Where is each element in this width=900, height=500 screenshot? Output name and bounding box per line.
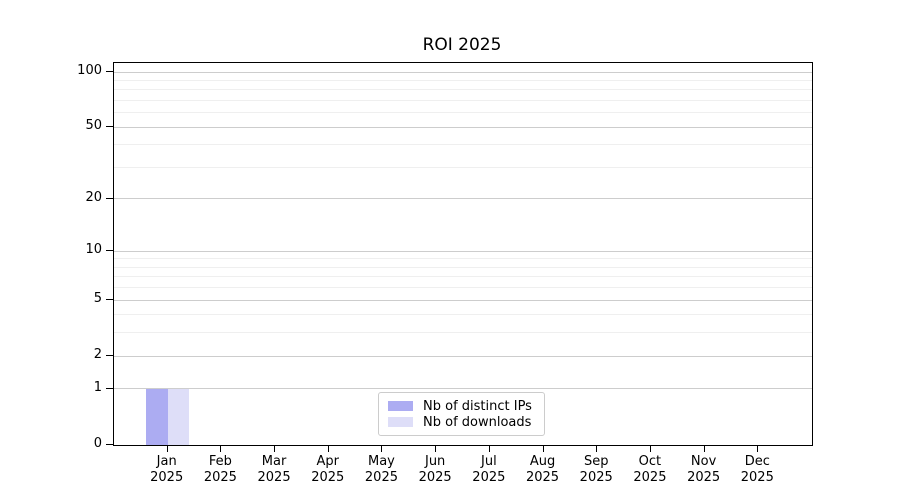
gridline-minor (114, 276, 812, 278)
y-tick-label: 20 (85, 189, 102, 205)
x-tick-mark (435, 445, 437, 452)
x-tick-month: Apr (316, 454, 340, 469)
plot-area (113, 62, 813, 446)
x-tick-year: 2025 (579, 470, 613, 485)
x-tick-mark (381, 445, 383, 452)
x-tick-mark (488, 445, 490, 452)
x-tick-label: Jan 2025 (137, 454, 197, 486)
y-tick-mark (106, 355, 113, 357)
gridline-minor (114, 89, 812, 91)
legend-swatch-icon (388, 401, 413, 411)
y-tick-mark (106, 197, 113, 199)
gridline-major (114, 388, 812, 390)
x-tick-mark (542, 445, 544, 452)
y-tick-label: 0 (93, 436, 102, 451)
x-tick-month: Nov (690, 454, 717, 469)
legend-entry: Nb of distinct IPs (388, 399, 535, 414)
x-tick-label: Jun 2025 (405, 454, 465, 486)
y-tick-label: 50 (85, 118, 102, 134)
gridline-major (114, 250, 812, 252)
x-tick-month: May (368, 454, 395, 469)
y-tick-label: 100 (77, 63, 102, 79)
x-tick-mark (274, 445, 276, 452)
x-tick-mark (166, 445, 168, 452)
x-tick-label: Dec 2025 (727, 454, 787, 486)
x-tick-year: 2025 (472, 470, 506, 485)
gridline-major (114, 71, 812, 73)
gridline-minor (114, 287, 812, 289)
gridline-major (114, 198, 812, 200)
x-tick-year: 2025 (687, 470, 721, 485)
x-tick-label: Nov 2025 (674, 454, 734, 486)
x-tick-label: Oct 2025 (620, 454, 680, 486)
x-tick-year: 2025 (633, 470, 667, 485)
legend-label: Nb of distinct IPs (423, 398, 532, 414)
gridline-major (114, 299, 812, 301)
x-tick-month: Oct (638, 454, 662, 469)
x-tick-year: 2025 (740, 470, 774, 485)
gridline-minor (114, 258, 812, 260)
y-tick-label: 10 (85, 242, 102, 258)
gridline-minor (114, 266, 812, 268)
x-tick-mark (757, 445, 759, 452)
x-tick-label: Mar 2025 (244, 454, 304, 486)
y-tick-mark (106, 250, 113, 252)
x-tick-year: 2025 (418, 470, 452, 485)
gridline-minor (114, 79, 812, 81)
y-tick-label: 1 (93, 379, 102, 395)
x-tick-mark (220, 445, 222, 452)
gridline-minor (114, 144, 812, 146)
x-tick-month: Jan (156, 454, 177, 469)
gridline-minor (114, 112, 812, 114)
x-tick-month: Sep (583, 454, 609, 469)
gridline-minor (114, 314, 812, 316)
x-tick-month: Mar (261, 454, 287, 469)
y-tick-mark (106, 387, 113, 389)
bar-nb-of-distinct-ips-jan (146, 388, 168, 445)
x-tick-year: 2025 (257, 470, 291, 485)
gridline-minor (114, 100, 812, 102)
x-tick-label: Jul 2025 (459, 454, 519, 486)
x-tick-month: Jul (481, 454, 497, 469)
bar-nb-of-downloads-jan (167, 388, 190, 445)
x-tick-month: Dec (744, 454, 770, 469)
y-tick-mark (106, 126, 113, 128)
chart-title: ROI 2025 (422, 35, 502, 55)
gridline-major (114, 126, 812, 128)
x-tick-label: Feb 2025 (190, 454, 250, 486)
legend: Nb of distinct IPs Nb of downloads (378, 392, 545, 436)
x-tick-mark (327, 445, 329, 452)
x-tick-month: Jun (424, 454, 446, 469)
x-tick-month: Feb (208, 454, 232, 469)
y-tick-mark (106, 71, 113, 73)
y-tick-label: 2 (93, 347, 102, 363)
x-tick-label: Apr 2025 (298, 454, 358, 486)
x-tick-label: Sep 2025 (566, 454, 626, 486)
x-tick-year: 2025 (203, 470, 237, 485)
y-tick-label: 5 (93, 291, 102, 307)
x-tick-year: 2025 (364, 470, 398, 485)
legend-entry: Nb of downloads (388, 415, 535, 430)
x-tick-label: May 2025 (351, 454, 411, 486)
x-tick-mark (596, 445, 598, 452)
gridline-minor (114, 332, 812, 334)
legend-label: Nb of downloads (423, 414, 532, 430)
gridline-minor (114, 167, 812, 168)
x-tick-mark (649, 445, 651, 452)
legend-swatch-icon (388, 417, 413, 427)
gridline-major (114, 355, 812, 357)
x-tick-mark (703, 445, 705, 452)
x-tick-year: 2025 (525, 470, 560, 485)
y-tick-mark (106, 299, 113, 301)
x-tick-label: Aug 2025 (513, 454, 573, 486)
y-tick-mark (106, 444, 113, 445)
x-tick-year: 2025 (150, 470, 184, 485)
x-tick-year: 2025 (311, 470, 345, 485)
x-tick-month: Aug (529, 454, 556, 469)
